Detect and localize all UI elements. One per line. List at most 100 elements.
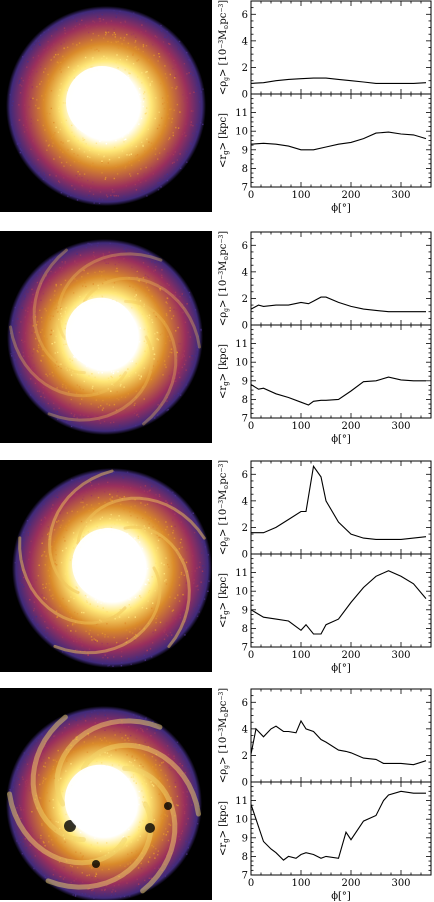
rho-axis-label: <ρg> [10−3M⊙pc−3] — [218, 688, 230, 783]
y-tick-label: 10 — [235, 127, 248, 138]
y-tick-label: 6 — [242, 698, 248, 709]
r-series-line — [250, 790, 426, 861]
galaxy-image — [0, 231, 212, 443]
x-tick-label: 300 — [391, 421, 410, 432]
y-tick-label: 7 — [242, 871, 248, 882]
r-axes: 7 8 9 10 11 — [235, 93, 432, 194]
x-tick-label: 100 — [291, 650, 310, 661]
galaxy-core — [72, 528, 144, 600]
x-tick-label: 200 — [341, 878, 360, 889]
galaxy-core — [64, 764, 136, 836]
spiral-arms — [9, 248, 201, 426]
x-tick-label: 300 — [391, 650, 410, 661]
y-tick-label: 11 — [235, 796, 248, 807]
rho-axis-label: <ρg> [10−3M⊙pc−3] — [218, 231, 230, 326]
axes-frame — [250, 93, 432, 188]
x-tick-label: 300 — [391, 878, 410, 889]
r-series-line — [250, 376, 426, 406]
r-axes: 7 8 9 10 11 — [235, 324, 432, 425]
y-tick-label: 4 — [242, 724, 248, 735]
axes-frame — [250, 553, 432, 648]
y-tick-label: 6 — [242, 241, 248, 252]
y-tick-label: 0 — [242, 550, 248, 561]
y-tick-label: 4 — [242, 36, 248, 47]
y-tick-label: 10 — [235, 358, 248, 369]
x-tick-label: 300 — [391, 190, 410, 201]
y-tick-label: 11 — [235, 108, 248, 119]
y-tick-label: 7 — [242, 643, 248, 654]
y-tick-label: 10 — [235, 587, 248, 598]
x-axis-label: ϕ[°] — [331, 203, 351, 214]
rho-axis-label: <ρg> [10−3M⊙pc−3] — [218, 460, 230, 555]
y-tick-label: 6 — [242, 10, 248, 21]
rho-axes: 0 2 4 6 — [242, 688, 432, 789]
y-tick-label: 4 — [242, 496, 248, 507]
snapshot-panel-2: 0 2 4 6 7 8 9 10 11 0 100 200 300 ϕ[°] <ρg> [10−3M⊙pc−… — [0, 231, 434, 445]
y-tick-label: 4 — [242, 267, 248, 278]
rho-axes: 0 2 4 6 — [242, 0, 432, 101]
x-axis-label: ϕ[°] — [331, 891, 351, 902]
y-tick-label: 9 — [242, 833, 248, 844]
x-tick-label: 0 — [248, 650, 254, 661]
rho-series-line — [250, 77, 427, 84]
r-axes: 7 8 9 10 11 — [235, 781, 432, 882]
axes-frame — [250, 460, 432, 555]
snapshot-panel-4: 0 2 4 6 7 8 9 10 11 0 100 200 300 ϕ[°] <ρg> [10−3M⊙pc−… — [0, 688, 434, 902]
y-tick-label: 7 — [242, 183, 248, 194]
r-series-line — [250, 570, 427, 635]
rho-axes: 0 2 4 6 — [242, 231, 432, 332]
x-tick-label: 100 — [291, 190, 310, 201]
y-tick-label: 7 — [242, 414, 248, 425]
snapshot-panel-3: 0 2 4 6 7 8 9 10 11 0 100 200 300 ϕ[°] <ρg> [10−3M⊙pc−… — [0, 460, 434, 674]
r-axis-label: <rg> [kpc] — [218, 113, 230, 168]
axes-frame — [250, 231, 432, 326]
x-tick-label: 200 — [341, 190, 360, 201]
r-series-line — [250, 131, 427, 151]
x-tick-label: 0 — [248, 421, 254, 432]
galaxy-core — [66, 66, 138, 138]
r-axes: 7 8 9 10 11 — [235, 553, 432, 654]
y-tick-label: 2 — [242, 294, 248, 305]
x-axis-label: ϕ[°] — [331, 434, 351, 445]
rho-axis-label: <ρg> [10−3M⊙pc−3] — [218, 0, 230, 95]
y-tick-label: 8 — [242, 395, 248, 406]
galaxy-image — [0, 0, 212, 212]
profile-plots: 0 2 4 6 7 8 9 10 11 0 100 200 300 ϕ[°] <ρg> [10−3M⊙pc−… — [212, 688, 434, 902]
r-axis-label: <rg> [kpc] — [218, 344, 230, 399]
y-tick-label: 0 — [242, 90, 248, 101]
y-tick-label: 2 — [242, 751, 248, 762]
y-tick-label: 11 — [235, 339, 248, 350]
y-tick-label: 9 — [242, 605, 248, 616]
y-tick-label: 6 — [242, 470, 248, 481]
spiral-arms — [7, 714, 201, 894]
y-tick-label: 0 — [242, 778, 248, 789]
y-tick-label: 8 — [242, 852, 248, 863]
r-axis-label: <rg> [kpc] — [218, 801, 230, 856]
galaxy-core — [65, 297, 137, 369]
x-axis-label: ϕ[°] — [331, 663, 351, 674]
rho-series-line — [250, 296, 426, 313]
profile-plots: 0 2 4 6 7 8 9 10 11 0 100 200 300 ϕ[°] <ρg> [10−3M⊙pc−… — [212, 231, 434, 445]
snapshot-panel-1: 0 2 4 6 7 8 9 10 11 0 100 200 300 ϕ[°] <ρg> [10−3M⊙pc−… — [0, 0, 434, 214]
y-tick-label: 8 — [242, 624, 248, 635]
y-tick-label: 9 — [242, 145, 248, 156]
profile-svg: 0 2 4 6 7 8 9 10 11 0 100 200 300 ϕ[°] <ρg> [10−3M⊙pc−… — [218, 688, 432, 902]
y-tick-label: 8 — [242, 164, 248, 175]
x-tick-label: 100 — [291, 421, 310, 432]
profile-plots: 0 2 4 6 7 8 9 10 11 0 100 200 300 ϕ[°] <ρg> [10−3M⊙pc−… — [212, 460, 434, 674]
r-axis-label: <rg> [kpc] — [218, 573, 230, 628]
x-tick-label: 200 — [341, 650, 360, 661]
axes-frame — [250, 324, 432, 419]
profile-plots: 0 2 4 6 7 8 9 10 11 0 100 200 300 ϕ[°] <ρg> [10−3M⊙pc−… — [212, 0, 434, 214]
rho-axes: 0 2 4 6 — [242, 460, 432, 561]
y-tick-label: 9 — [242, 376, 248, 387]
axes-frame — [250, 781, 432, 876]
profile-svg: 0 2 4 6 7 8 9 10 11 0 100 200 300 ϕ[°] <ρg> [10−3M⊙pc−… — [218, 460, 432, 674]
y-tick-label: 0 — [242, 321, 248, 332]
galaxy-image — [0, 460, 212, 672]
y-tick-label: 10 — [235, 815, 248, 826]
y-tick-label: 2 — [242, 523, 248, 534]
galaxy-speckle — [9, 710, 200, 899]
spiral-arms — [18, 469, 206, 655]
x-tick-label: 100 — [291, 878, 310, 889]
